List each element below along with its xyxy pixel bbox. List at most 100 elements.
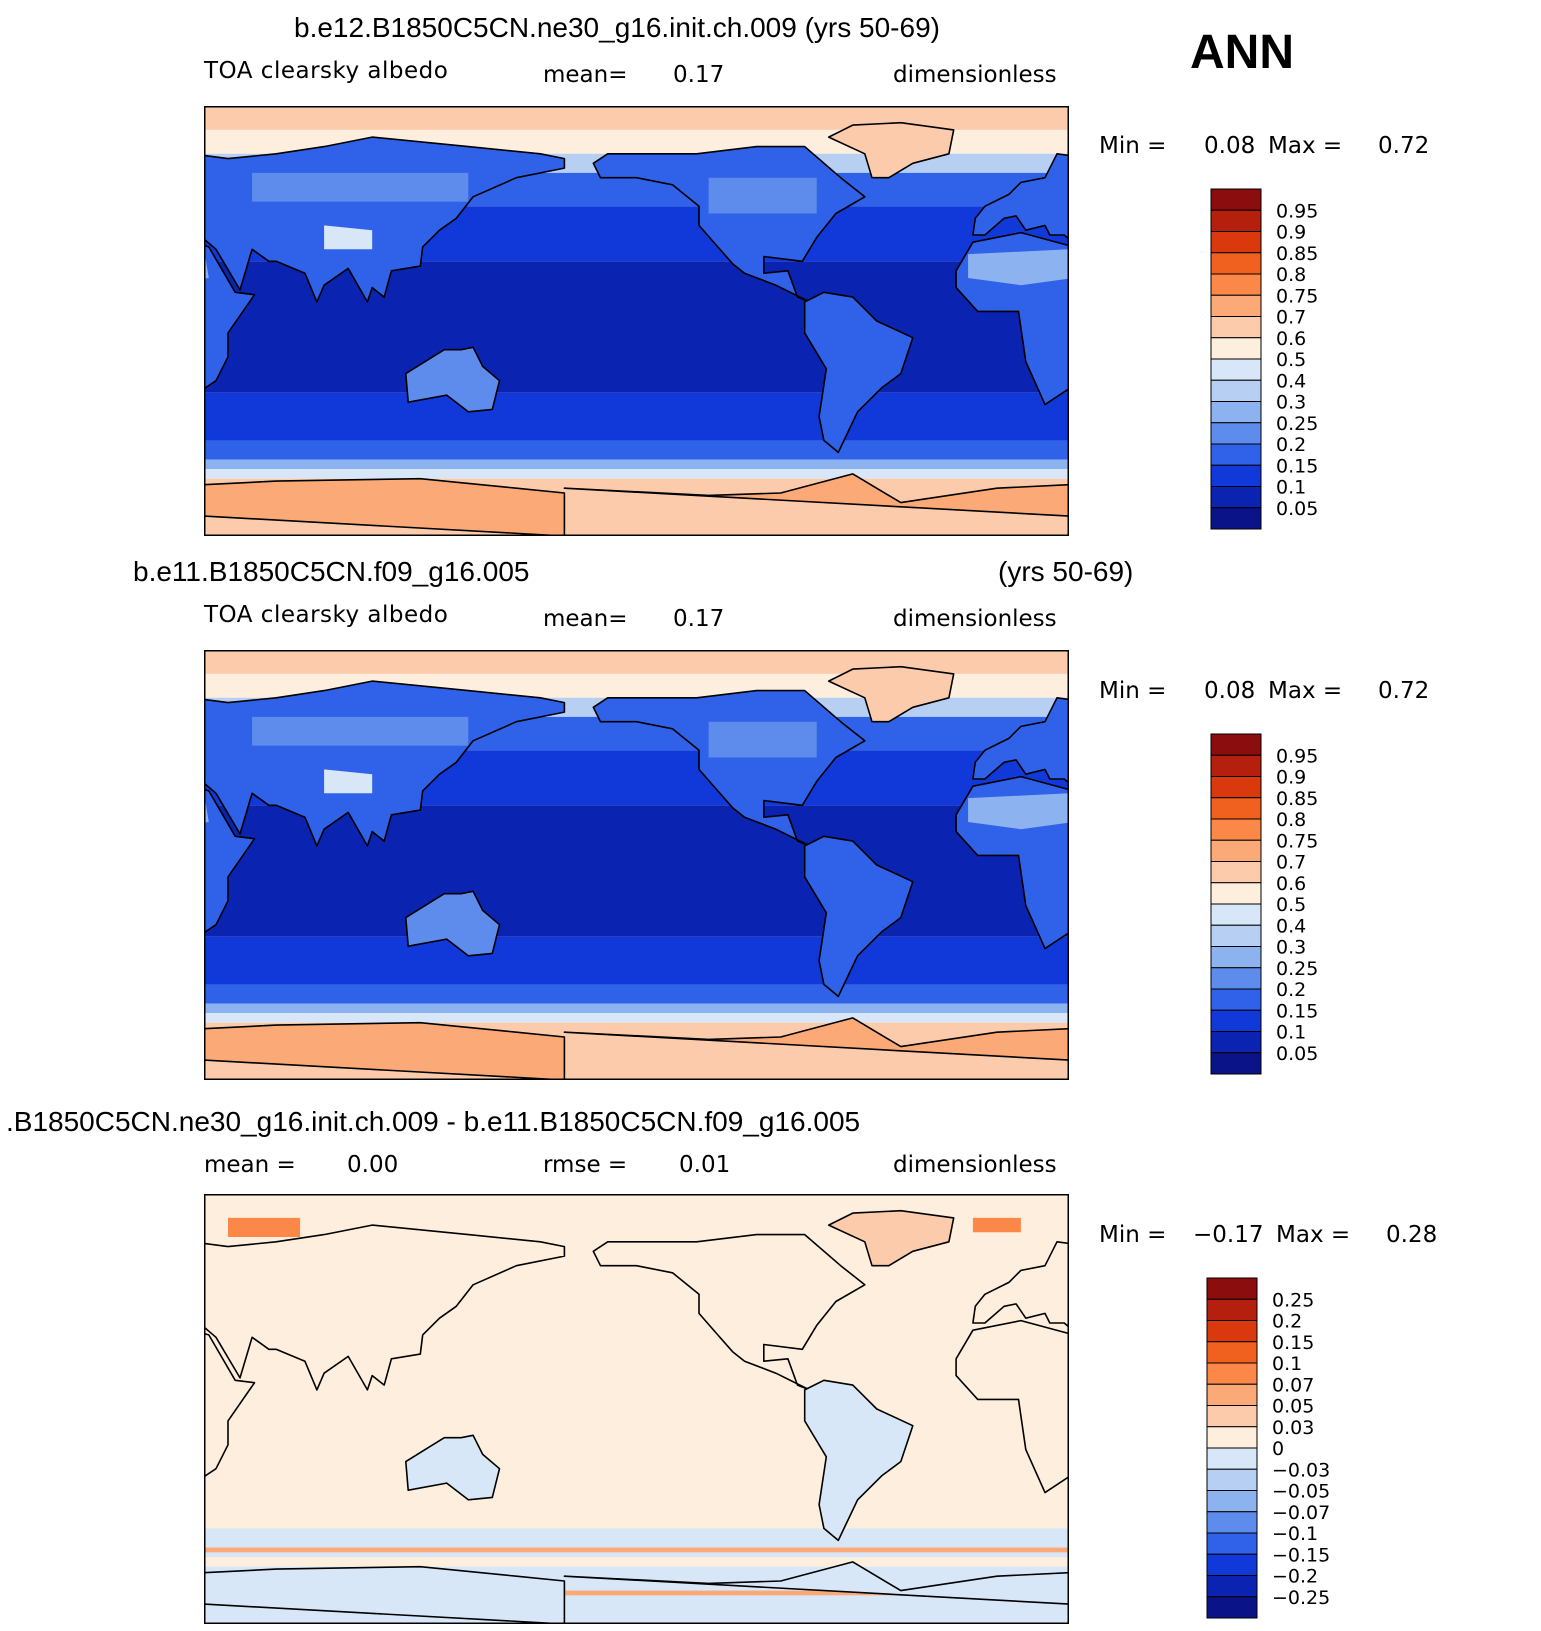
panel-min-value: 0.08 [1204, 678, 1256, 704]
field-band [204, 805, 1069, 937]
colorbar-tick-label: 0.95 [1276, 745, 1318, 767]
field-band [204, 459, 1069, 470]
continent-antarctica [204, 477, 566, 536]
colorbar-swatch [1210, 231, 1262, 254]
colorbar-swatch [1210, 988, 1262, 1011]
continent-antarctica [563, 1017, 1069, 1061]
field-band [204, 1590, 1069, 1596]
colorbar: 0.250.20.150.10.070.050.030−0.03−0.05−0.… [1206, 1277, 1330, 1619]
field-band [204, 1013, 1069, 1023]
colorbar-swatch [1210, 422, 1262, 445]
colorbar-swatch [1206, 1596, 1258, 1619]
colorbar-tick-label: 0.6 [1276, 328, 1306, 350]
panel-max-label: Max = [1268, 678, 1343, 704]
colorbar-tick-label: 0.5 [1276, 349, 1306, 371]
continent-greenland [827, 121, 955, 179]
colorbar-tick-label: 0.25 [1272, 1289, 1314, 1311]
colorbar-tick-label: 0.85 [1276, 243, 1318, 265]
continent-australia [405, 890, 501, 957]
panel-rmse-value: 0.01 [679, 1152, 731, 1178]
colorbar-swatch [1210, 379, 1262, 402]
panel-units: dimensionless [893, 606, 1057, 632]
map-plot [204, 1194, 1069, 1624]
colorbar-swatch [1210, 464, 1262, 487]
tibet-patch [324, 225, 373, 250]
field-band [204, 106, 1069, 130]
colorbar-tick-label: 0.9 [1276, 222, 1306, 244]
field-band [204, 1003, 1069, 1014]
colorbar-swatch [1206, 1468, 1258, 1491]
colorbar-tick-label: 0.1 [1272, 1353, 1302, 1375]
canada-patch [708, 177, 817, 214]
colorbar-tick-label: 0.05 [1272, 1396, 1314, 1418]
colorbar-swatch [1206, 1511, 1258, 1534]
colorbar-tick-label: 0.8 [1276, 809, 1306, 831]
colorbar-tick-label: 0.9 [1276, 767, 1306, 789]
field-band [204, 261, 1069, 393]
colorbar-tick-label: −0.05 [1272, 1481, 1330, 1503]
sahara-patch [968, 249, 1069, 286]
panel-title: b.e12.B1850C5CN.ne30_g16.init.ch.009 (yr… [294, 12, 940, 43]
panel-title: b.e11.B1850C5CN.f09_g16.005 [133, 556, 530, 587]
colorbar-tick-label: 0.75 [1276, 285, 1318, 307]
field-band [204, 1547, 1069, 1553]
colorbar-tick-label: 0.05 [1276, 1043, 1318, 1065]
colorbar-swatch [1210, 754, 1262, 777]
colorbar-tick-label: 0.6 [1276, 873, 1306, 895]
colorbar-tick-label: 0.2 [1276, 979, 1306, 1001]
colorbar: 0.950.90.850.80.750.70.60.50.40.30.250.2… [1210, 188, 1318, 530]
continent-north-america [592, 1233, 866, 1391]
colorbar-swatch [1210, 337, 1262, 360]
field-band [204, 392, 1069, 441]
panel-max-value: 0.72 [1378, 678, 1430, 704]
colorbar-tick-label: 0.25 [1276, 958, 1318, 980]
sahara-patch [968, 793, 1069, 830]
panel-units: dimensionless [893, 1152, 1057, 1178]
colorbar-swatch [1206, 1532, 1258, 1555]
arctic-patch [972, 1217, 1021, 1233]
colorbar-tick-label: 0.7 [1276, 852, 1306, 874]
colorbar-tick-label: 0.25 [1276, 413, 1318, 435]
colorbar-swatch [1206, 1575, 1258, 1598]
continent-africa [204, 788, 256, 934]
colorbar-tick-label: −0.07 [1272, 1502, 1330, 1524]
season-label: ANN [1190, 26, 1294, 79]
colorbar-tick-label: 0.15 [1276, 1000, 1318, 1022]
colorbar-swatch [1210, 903, 1262, 926]
colorbar-tick-label: 0 [1272, 1438, 1284, 1460]
field-band [204, 984, 1069, 1004]
siberia-patch [252, 172, 469, 202]
continent-south-america [803, 835, 914, 998]
field-band [204, 1528, 1069, 1558]
field-band [204, 936, 1069, 985]
field-band [204, 650, 1069, 674]
siberia-patch [252, 716, 469, 746]
panel-min-label: Min = [1099, 1222, 1167, 1248]
panel-mean-label: mean = [204, 1152, 296, 1178]
colorbar-swatch [1210, 401, 1262, 424]
continent-south-america [803, 1379, 914, 1542]
panel-mean-value: 0.17 [673, 606, 725, 632]
continent-africa [204, 1332, 256, 1478]
panel-title: .B1850C5CN.ne30_g16.init.ch.009 - b.e11.… [6, 1106, 861, 1137]
continent-south-america [803, 291, 914, 454]
continent-antarctica [204, 1565, 566, 1624]
colorbar-swatch [1206, 1320, 1258, 1343]
colorbar-swatch [1210, 507, 1262, 530]
colorbar-tick-label: −0.03 [1272, 1459, 1330, 1481]
panel-mean-value: 0.17 [673, 62, 725, 88]
colorbar-swatch [1210, 1009, 1262, 1032]
colorbar-swatch [1206, 1383, 1258, 1406]
panel-title-years: (yrs 50-69) [998, 556, 1134, 587]
colorbar-tick-label: 0.1 [1276, 477, 1306, 499]
colorbar-tick-label: −0.15 [1272, 1544, 1330, 1566]
tibet-patch [324, 769, 373, 794]
colorbar-tick-label: 0.5 [1276, 894, 1306, 916]
colorbar-swatch [1210, 273, 1262, 296]
panel-min-value: −0.17 [1193, 1222, 1264, 1248]
continent-antarctica [204, 1021, 566, 1080]
colorbar-swatch [1210, 358, 1262, 381]
continent-eurasia [972, 153, 1069, 241]
field-band [204, 469, 1069, 479]
arctic-patch [228, 1217, 301, 1237]
